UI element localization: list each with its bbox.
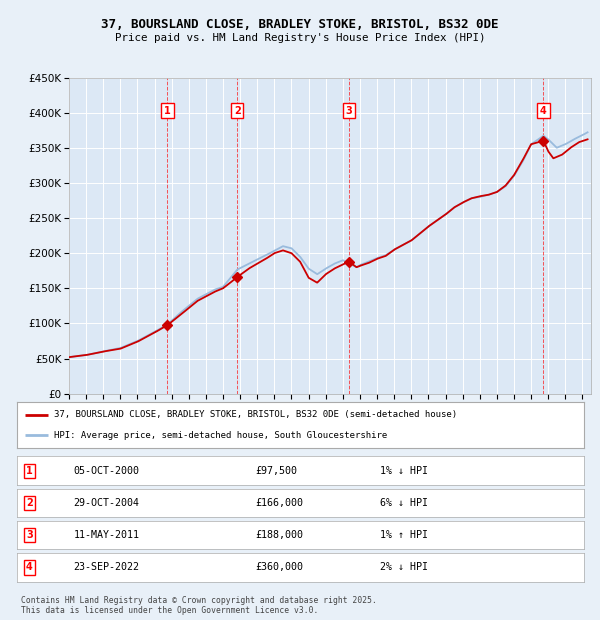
Text: £166,000: £166,000 xyxy=(255,498,303,508)
Text: 2: 2 xyxy=(234,105,241,116)
Text: 23-SEP-2022: 23-SEP-2022 xyxy=(74,562,139,572)
Text: 2: 2 xyxy=(26,498,32,508)
Text: 1: 1 xyxy=(26,466,32,476)
Text: £97,500: £97,500 xyxy=(255,466,297,476)
Text: 37, BOURSLAND CLOSE, BRADLEY STOKE, BRISTOL, BS32 0DE: 37, BOURSLAND CLOSE, BRADLEY STOKE, BRIS… xyxy=(101,19,499,31)
Text: 11-MAY-2011: 11-MAY-2011 xyxy=(74,530,139,540)
Text: Price paid vs. HM Land Registry's House Price Index (HPI): Price paid vs. HM Land Registry's House … xyxy=(115,33,485,43)
Text: 1: 1 xyxy=(164,105,171,116)
Text: Contains HM Land Registry data © Crown copyright and database right 2025.
This d: Contains HM Land Registry data © Crown c… xyxy=(21,596,377,615)
Text: 3: 3 xyxy=(26,530,32,540)
Text: 2% ↓ HPI: 2% ↓ HPI xyxy=(380,562,428,572)
Text: 6% ↓ HPI: 6% ↓ HPI xyxy=(380,498,428,508)
Text: 4: 4 xyxy=(540,105,547,116)
Text: 05-OCT-2000: 05-OCT-2000 xyxy=(74,466,139,476)
Text: 1% ↓ HPI: 1% ↓ HPI xyxy=(380,466,428,476)
Text: £360,000: £360,000 xyxy=(255,562,303,572)
Text: 1% ↑ HPI: 1% ↑ HPI xyxy=(380,530,428,540)
Text: HPI: Average price, semi-detached house, South Gloucestershire: HPI: Average price, semi-detached house,… xyxy=(53,431,387,440)
Text: 29-OCT-2004: 29-OCT-2004 xyxy=(74,498,139,508)
Text: 3: 3 xyxy=(346,105,352,116)
Text: 4: 4 xyxy=(26,562,32,572)
Text: 37, BOURSLAND CLOSE, BRADLEY STOKE, BRISTOL, BS32 0DE (semi-detached house): 37, BOURSLAND CLOSE, BRADLEY STOKE, BRIS… xyxy=(53,410,457,419)
Text: £188,000: £188,000 xyxy=(255,530,303,540)
